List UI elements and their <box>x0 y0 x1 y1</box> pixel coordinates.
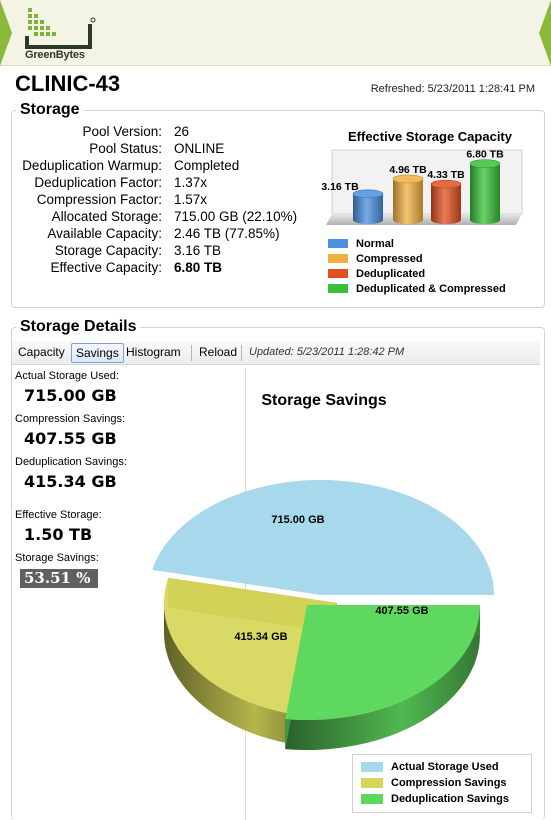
capacity-bar-label-2: 4.33 TB <box>427 169 465 181</box>
tab-capacity[interactable]: Capacity <box>18 345 65 359</box>
toolbar-separator <box>241 345 242 361</box>
pie-slice-label-2: 415.34 GB <box>234 631 287 643</box>
pie-slice-side-1 <box>164 603 316 748</box>
compression-savings-label: Compression Savings: <box>15 413 126 425</box>
storage-savings-badge: 53.51 % <box>20 569 98 588</box>
page-title: CLINIC-43 <box>15 71 121 96</box>
allocated-storage-value: 715.00 GB (22.10%) <box>174 209 298 224</box>
legend-item-actual: Actual Storage Used <box>361 760 499 774</box>
dedup-factor-value: 1.37x <box>174 175 208 190</box>
pie-slice-side-2 <box>285 605 480 750</box>
pool-version-value: 26 <box>174 124 190 139</box>
updated-timestamp: Updated: 5/23/2011 1:28:42 PM <box>249 346 405 358</box>
capacity-bar-0 <box>352 189 384 224</box>
legend-label-actual: Actual Storage Used <box>391 761 499 773</box>
pool-status-label: Pool Status: <box>89 141 162 156</box>
dedup-warmup-row: Deduplication Warmup: Completed <box>0 158 300 175</box>
allocated-storage-label: Allocated Storage: <box>51 209 162 224</box>
legend-item-dedup-compressed: Deduplicated & Compressed <box>328 281 506 296</box>
compression-savings-value: 407.55 GB <box>24 429 117 448</box>
effective-storage-label: Effective Storage: <box>15 509 102 521</box>
pie-slice-label-0: 715.00 GB <box>271 514 324 526</box>
legend-label-deduplication: Deduplication Savings <box>391 793 509 805</box>
actual-storage-value: 715.00 GB <box>24 386 117 405</box>
available-capacity-row: Available Capacity: 2.46 TB (77.85%) <box>0 226 300 243</box>
pie-slice-0 <box>152 479 494 595</box>
legend-swatch-compression <box>361 778 383 788</box>
tab-savings[interactable]: Savings <box>71 343 124 363</box>
pie-slice-label-1: 407.55 GB <box>375 605 428 617</box>
legend-swatch-dedup-compressed <box>328 284 348 293</box>
dedup-warmup-label: Deduplication Warmup: <box>22 158 162 173</box>
legend-label-dedup-compressed: Deduplicated & Compressed <box>356 282 506 295</box>
legend-swatch-normal <box>328 239 348 248</box>
legend-swatch-deduplication <box>361 794 383 804</box>
pool-version-row: Pool Version: 26 <box>0 124 300 141</box>
compression-factor-label: Compression Factor: <box>36 192 162 207</box>
storage-section-title: Storage <box>16 101 84 119</box>
effective-capacity-label: Effective Capacity: <box>50 260 162 275</box>
legend-item-compressed: Compressed <box>328 251 506 266</box>
available-capacity-value: 2.46 TB (77.85%) <box>174 226 280 241</box>
allocated-storage-row: Allocated Storage: 715.00 GB (22.10%) <box>0 209 300 226</box>
legend-item-deduplicated: Deduplicated <box>328 266 506 281</box>
reload-button[interactable]: Reload <box>199 345 238 359</box>
storage-group <box>11 110 545 308</box>
toolbar-separator <box>191 345 192 361</box>
pie-slice-2 <box>285 605 480 720</box>
dedup-warmup-value: Completed <box>174 158 240 173</box>
legend-label-compressed: Compressed <box>356 252 423 265</box>
tab-histogram[interactable]: Histogram <box>126 345 181 359</box>
effective-capacity-row: Effective Capacity: 6.80 TB <box>0 260 300 277</box>
pool-status-value: ONLINE <box>174 141 225 156</box>
legend-item-normal: Normal <box>328 236 506 251</box>
storage-savings-label: Storage Savings: <box>15 552 99 564</box>
dedup-factor-row: Deduplication Factor: 1.37x <box>0 175 300 192</box>
storage-details-group <box>11 327 545 820</box>
capacity-bar-1 <box>392 174 424 224</box>
capacity-bar-chart: 3.16 TB 4.96 TB 4.33 TB6.80 TB <box>321 149 523 225</box>
capacity-bar-label-1: 4.96 TB <box>389 164 427 176</box>
storage-capacity-row: Storage Capacity: 3.16 TB <box>0 243 300 260</box>
effective-storage-value: 1.50 TB <box>24 525 93 544</box>
header-chevron-right <box>539 0 551 66</box>
storage-capacity-value: 3.16 TB <box>174 243 222 258</box>
legend-swatch-actual <box>361 762 383 772</box>
savings-pie-title: Storage Savings <box>261 392 387 409</box>
storage-capacity-label: Storage Capacity: <box>54 243 162 258</box>
pool-status-row: Pool Status: ONLINE <box>0 141 300 158</box>
brand-name: GreenBytes <box>25 49 85 61</box>
capacity-bar-label-3: 6.80 TB <box>466 149 504 161</box>
capacity-bar-2 <box>430 179 462 224</box>
dedup-savings-value: 415.34 GB <box>24 472 117 491</box>
capacity-legend: Normal Compressed Deduplicated Deduplica… <box>328 236 506 296</box>
capacity-chart-title: Effective Storage Capacity <box>347 129 512 144</box>
savings-pie-chart: 715.00 GB 407.55 GB 415.34 GB <box>152 479 494 750</box>
compression-factor-value: 1.57x <box>174 192 208 207</box>
app-header: GreenBytes <box>0 0 551 66</box>
legend-swatch-compressed <box>328 254 348 263</box>
legend-label-deduplicated: Deduplicated <box>356 267 426 280</box>
details-toolbar: Capacity Savings Histogram Reload Update… <box>12 341 540 365</box>
greenbytes-logo-icon <box>25 8 96 49</box>
header-chevron-left <box>0 0 12 66</box>
available-capacity-label: Available Capacity: <box>47 226 162 241</box>
dedup-savings-label: Deduplication Savings: <box>15 456 127 468</box>
storage-details-section-title: Storage Details <box>16 318 141 336</box>
legend-label-normal: Normal <box>356 237 394 250</box>
capacity-bar-label-0: 3.16 TB <box>321 181 359 193</box>
legend-swatch-deduplicated <box>328 269 348 278</box>
savings-legend: Actual Storage Used Compression Savings … <box>352 754 532 813</box>
pool-version-label: Pool Version: <box>82 124 162 139</box>
effective-capacity-value: 6.80 TB <box>174 260 223 275</box>
compression-factor-row: Compression Factor: 1.57x <box>0 192 300 209</box>
capacity-bar-3 <box>469 159 501 224</box>
actual-storage-label: Actual Storage Used: <box>15 370 119 382</box>
legend-label-compression: Compression Savings <box>391 777 507 789</box>
dedup-factor-label: Deduplication Factor: <box>34 175 162 190</box>
legend-item-deduplication: Deduplication Savings <box>361 792 509 806</box>
refreshed-timestamp: Refreshed: 5/23/2011 1:28:41 PM <box>370 83 535 95</box>
legend-item-compression: Compression Savings <box>361 776 507 790</box>
